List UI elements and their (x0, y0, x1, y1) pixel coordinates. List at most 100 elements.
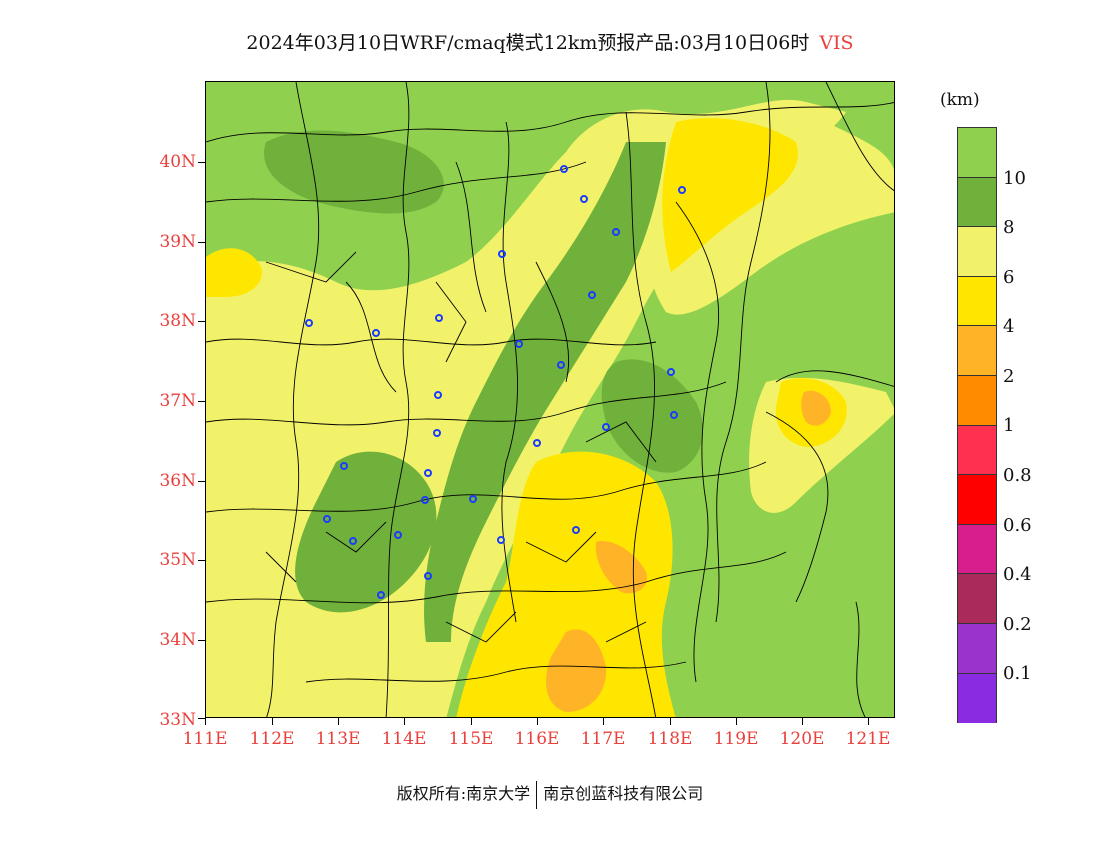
legend-swatch (958, 128, 996, 178)
station-marker (372, 329, 380, 337)
lat-tick-label: 33N (159, 710, 196, 730)
legend-swatch (958, 425, 996, 476)
legend-label: 0.2 (1003, 614, 1032, 635)
legend-label: 1 (1003, 415, 1015, 436)
legend-label: 4 (1003, 316, 1015, 337)
admin-boundaries (206, 82, 894, 717)
fill-2-4-central (595, 541, 647, 594)
station-marker (469, 495, 477, 503)
lat-tick (198, 718, 205, 719)
lon-tick (338, 718, 339, 725)
lat-tick-label: 36N (159, 471, 196, 491)
fill-2-4-shandong (801, 390, 831, 426)
fill-8-10-east (601, 359, 704, 473)
station-marker (498, 250, 506, 258)
lon-tick-label: 120E (779, 729, 825, 749)
station-marker (421, 496, 429, 504)
legend-swatch (958, 326, 996, 376)
lon-tick (670, 718, 671, 725)
lat-tick (198, 401, 205, 402)
legend-swatch (958, 673, 996, 724)
fill-8-10-belt (424, 142, 666, 642)
station-marker (533, 439, 541, 447)
visibility-map (205, 81, 895, 718)
lat-tick (198, 162, 205, 163)
legend-swatch (958, 276, 996, 327)
legend-swatch (958, 375, 996, 426)
legend-label: 8 (1003, 217, 1015, 238)
lon-tick (272, 718, 273, 725)
lat-tick-label: 35N (159, 550, 196, 570)
station-marker (557, 361, 565, 369)
lon-tick (868, 718, 869, 725)
lat-tick-label: 38N (159, 311, 196, 331)
legend-swatch (958, 623, 996, 674)
station-marker (560, 165, 568, 173)
station-marker (424, 469, 432, 477)
station-marker (433, 429, 441, 437)
lat-tick-label: 37N (159, 391, 196, 411)
station-marker (424, 572, 432, 580)
lon-tick-label: 118E (647, 729, 693, 749)
lon-tick-label: 117E (580, 729, 626, 749)
legend-label: 0.1 (1003, 663, 1032, 684)
copyright-left: 版权所有:南京大学 (396, 784, 531, 803)
station-marker (580, 195, 588, 203)
station-marker (394, 531, 402, 539)
copyright-footer: 版权所有:南京大学 南京创蓝科技有限公司 (0, 780, 1100, 809)
lon-tick (205, 718, 206, 725)
legend-swatch (958, 177, 996, 228)
lon-tick-label: 114E (381, 729, 427, 749)
lon-tick (537, 718, 538, 725)
lat-tick (198, 640, 205, 641)
station-marker (323, 515, 331, 523)
lat-tick (198, 321, 205, 322)
lon-tick (802, 718, 803, 725)
station-marker (305, 319, 313, 327)
legend-label: 0.4 (1003, 564, 1032, 585)
station-marker (602, 423, 610, 431)
footer-divider (536, 780, 538, 809)
station-marker (588, 291, 596, 299)
legend-unit: (km) (940, 90, 980, 110)
legend-label: 10 (1003, 168, 1026, 189)
lon-tick-label: 115E (448, 729, 494, 749)
lat-tick (198, 242, 205, 243)
lat-tick-label: 39N (159, 232, 196, 252)
lon-tick-label: 121E (845, 729, 891, 749)
station-marker (670, 411, 678, 419)
legend-swatch (958, 227, 996, 277)
fill-4-6-west (206, 248, 262, 297)
color-legend (957, 127, 997, 724)
legend-label: 0.8 (1003, 465, 1032, 486)
lon-tick (404, 718, 405, 725)
lon-tick-label: 119E (713, 729, 759, 749)
legend-label: 6 (1003, 267, 1015, 288)
lon-tick-label: 112E (249, 729, 295, 749)
station-marker (377, 591, 385, 599)
station-marker (678, 186, 686, 194)
lon-tick (736, 718, 737, 725)
lat-tick (198, 481, 205, 482)
station-marker (340, 462, 348, 470)
legend-label: 2 (1003, 366, 1015, 387)
station-marker (349, 537, 357, 545)
station-marker (515, 340, 523, 348)
lat-tick-label: 40N (159, 152, 196, 172)
lon-tick-label: 111E (182, 729, 228, 749)
title-text: 2024年03月10日WRF/cmaq模式12km预报产品:03月10日06时 (246, 32, 810, 54)
legend-swatch (958, 524, 996, 575)
map-canvas (206, 82, 894, 717)
station-marker (667, 368, 675, 376)
variable-label: VIS (819, 32, 854, 54)
lon-tick (471, 718, 472, 725)
lon-tick-label: 113E (315, 729, 361, 749)
lat-tick (198, 560, 205, 561)
station-marker (434, 391, 442, 399)
fill-8-10-central (295, 451, 437, 613)
legend-swatch (958, 574, 996, 624)
lat-tick-label: 34N (159, 630, 196, 650)
fill-8-10-north (264, 130, 444, 214)
copyright-right: 南京创蓝科技有限公司 (543, 784, 704, 803)
station-markers (305, 165, 686, 599)
